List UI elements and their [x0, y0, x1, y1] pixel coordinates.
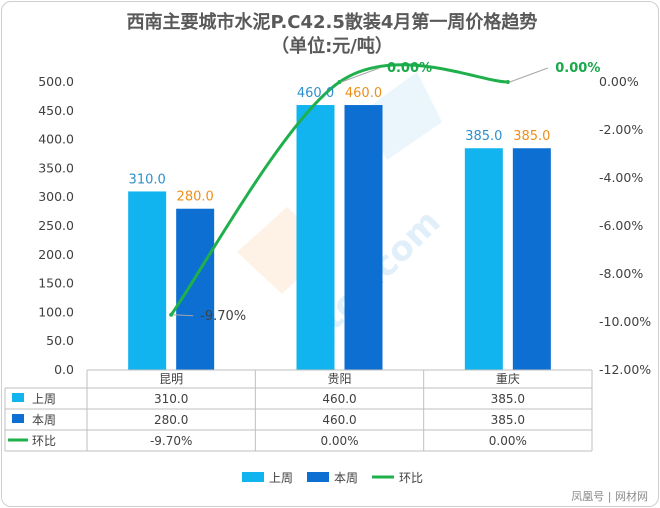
y-axis-right: 0.00% -2.00% -4.00% -6.00% -8.00% -10.00% -12.…	[599, 74, 651, 377]
legend-swatch-本周[interactable]	[307, 472, 329, 482]
table-legend-key	[12, 393, 24, 402]
bar-上周-重庆	[464, 148, 503, 370]
y-right-tick-label: -4.00%	[599, 170, 643, 185]
watermark-logo: zjtcn.com	[237, 72, 448, 360]
line-point	[337, 80, 342, 84]
table-cell: 385.0	[491, 392, 525, 406]
legend-swatch-上周[interactable]	[242, 472, 264, 482]
leader-line	[341, 67, 380, 83]
chart-title: 西南主要城市水泥P.C42.5散装4月第一周价格趋势	[127, 11, 538, 33]
bar-data-label: 460.0	[345, 86, 382, 101]
table-row-name: 本周	[32, 413, 56, 427]
table-cell: 460.0	[322, 413, 356, 427]
table-cell: 385.0	[491, 413, 525, 427]
leader-line	[509, 67, 549, 83]
y-left-tick-label: 0.0	[54, 362, 74, 377]
y-left-tick-label: 150.0	[38, 276, 74, 291]
table-row-name: 环比	[32, 434, 56, 448]
bar-本周-昆明	[176, 208, 215, 370]
bar-上周-贵阳	[296, 105, 335, 370]
bar-data-label: 385.0	[513, 129, 550, 144]
legend-label-环比[interactable]: 环比	[399, 471, 423, 485]
y-left-tick-label: 200.0	[38, 247, 74, 262]
legend-label-本周[interactable]: 本周	[334, 471, 358, 485]
bar-data-label: 460.0	[297, 86, 334, 101]
bar-data-label: 280.0	[177, 190, 214, 205]
table-row-name: 上周	[32, 392, 56, 406]
table-cell: 280.0	[154, 413, 188, 427]
line-series-group: -9.70% 0.00% 0.00%	[169, 61, 600, 324]
y-left-tick-label: 500.0	[38, 74, 74, 89]
leader-line	[173, 314, 194, 317]
bar-上周-昆明	[128, 191, 167, 370]
line-环比	[169, 63, 508, 316]
y-left-tick-label: 300.0	[38, 189, 74, 204]
table-legend-key	[12, 414, 24, 423]
y-axis-left: 0.0 50.0 100.0 150.0 200.0 250.0 300.0 350.0 400…	[38, 74, 74, 377]
x-category-label: 重庆	[496, 372, 520, 386]
y-right-tick-label: -8.00%	[599, 266, 643, 281]
bar-data-label: 385.0	[465, 129, 502, 144]
y-left-tick-label: 400.0	[38, 132, 74, 147]
y-left-tick-label: 450.0	[38, 103, 74, 118]
y-right-tick-label: -12.00%	[599, 362, 651, 377]
bar-series-group	[128, 105, 551, 370]
table-cell: 460.0	[322, 392, 356, 406]
y-left-tick-label: 250.0	[38, 218, 74, 233]
y-left-tick-label: 100.0	[38, 304, 74, 319]
line-data-label: 0.00%	[555, 61, 600, 76]
y-right-tick-label: -6.00%	[599, 218, 643, 233]
bar-本周-贵阳	[344, 105, 383, 370]
table-cell: 310.0	[154, 392, 188, 406]
chart-subtitle: （单位:元/吨）	[271, 35, 393, 57]
footer-source: 凤凰号 | 网材网	[571, 489, 648, 503]
y-right-tick-label: 0.00%	[599, 74, 639, 89]
bar-本周-重庆	[512, 148, 551, 370]
y-right-tick-label: -10.00%	[599, 314, 651, 329]
line-point	[169, 312, 174, 317]
y-left-tick-label: 50.0	[46, 333, 74, 348]
bar-data-label: 310.0	[129, 172, 166, 187]
table-cell: -9.70%	[150, 434, 192, 448]
legend[interactable]: 上周 本周 环比	[242, 471, 423, 485]
x-category-label: 贵阳	[327, 372, 351, 386]
table-cell: 0.00%	[320, 434, 358, 448]
x-category-label: 昆明	[159, 372, 183, 386]
y-right-tick-label: -2.00%	[599, 122, 643, 137]
line-point	[505, 80, 510, 84]
y-left-tick-label: 350.0	[38, 160, 74, 175]
line-data-label: 0.00%	[387, 61, 432, 76]
table-cell: 0.00%	[489, 434, 527, 448]
data-labels-group: 310.0 460.0 385.0 280.0 460.0 385.0	[129, 86, 551, 205]
line-data-label: -9.70%	[200, 309, 246, 324]
legend-label-上周[interactable]: 上周	[269, 471, 293, 485]
